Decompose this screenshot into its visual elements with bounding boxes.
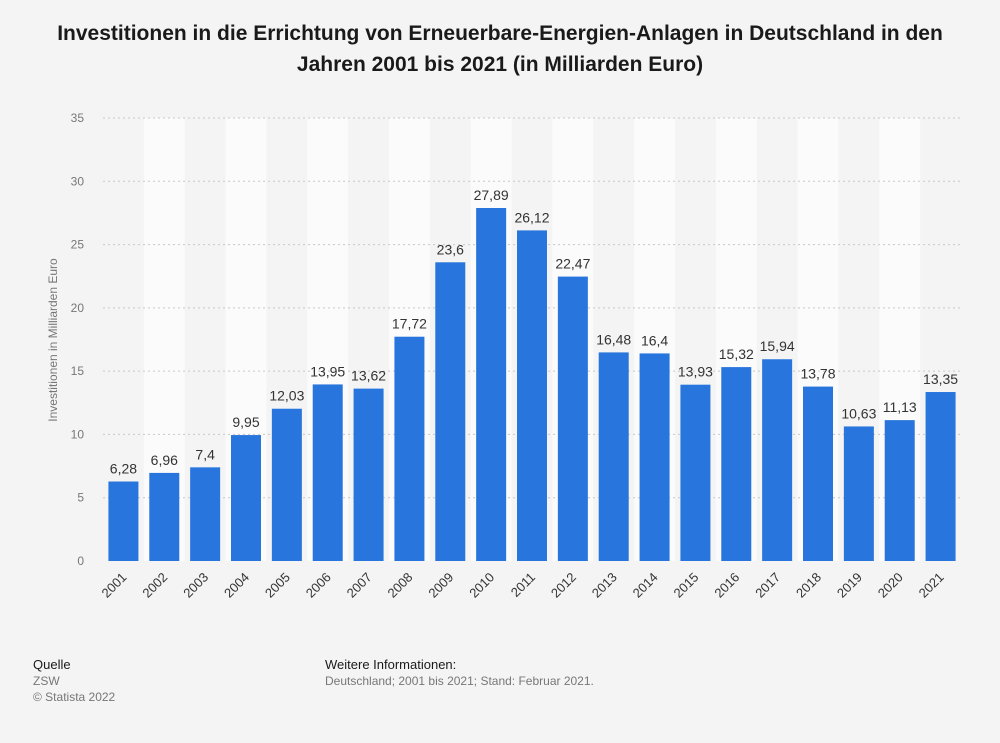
bar[interactable] xyxy=(312,384,343,561)
bar[interactable] xyxy=(843,426,874,561)
x-tick-label: 2003 xyxy=(180,570,211,601)
source-block: Quelle ZSW © Statista 2022 xyxy=(33,657,115,705)
y-tick-label: 30 xyxy=(71,174,85,188)
x-tick-label: 2018 xyxy=(793,570,824,601)
info-heading: Weitere Informationen: xyxy=(325,657,457,672)
data-label: 13,35 xyxy=(923,371,958,387)
data-label: 10,63 xyxy=(841,405,876,421)
bar[interactable] xyxy=(762,359,793,561)
y-tick-labels: 0 5 10 15 20 25 30 35 xyxy=(71,111,85,568)
x-tick-label: 2004 xyxy=(221,570,252,601)
data-label: 16,4 xyxy=(641,332,668,348)
data-label: 9,95 xyxy=(232,414,259,430)
y-axis-label: Investitionen in Milliarden Euro xyxy=(46,258,60,422)
bar[interactable] xyxy=(639,353,670,561)
x-tick-label: 2002 xyxy=(139,570,170,601)
bar[interactable] xyxy=(476,207,507,561)
data-label: 6,28 xyxy=(110,461,137,477)
data-label: 12,03 xyxy=(269,388,304,404)
y-tick-label: 10 xyxy=(71,427,85,441)
y-tick-label: 25 xyxy=(71,238,85,252)
bars xyxy=(108,207,956,561)
x-tick-label: 2011 xyxy=(508,570,538,600)
x-tick-label: 2014 xyxy=(630,570,661,601)
y-tick-label: 0 xyxy=(77,554,84,568)
data-label: 27,89 xyxy=(474,187,509,203)
bar[interactable] xyxy=(149,472,180,561)
copyright: © Statista 2022 xyxy=(33,690,116,704)
x-tick-label: 2012 xyxy=(548,570,579,601)
bar[interactable] xyxy=(190,467,221,561)
data-label: 16,48 xyxy=(596,331,631,347)
bar-chart: 0 5 10 15 20 25 30 35 6,28 6,96 7,4 9,95 12,03 13,95… xyxy=(46,111,961,601)
info-text: Deutschland; 2001 bis 2021; Stand: Febru… xyxy=(325,674,594,688)
x-tick-label: 2017 xyxy=(752,570,783,601)
bar[interactable] xyxy=(721,367,752,561)
x-tick-label: 2008 xyxy=(384,570,415,601)
y-tick-label: 5 xyxy=(77,491,84,505)
x-tick-label: 2009 xyxy=(425,570,456,601)
data-label: 13,93 xyxy=(678,364,713,380)
x-tick-label: 2015 xyxy=(670,570,701,601)
data-label: 13,95 xyxy=(310,363,345,379)
bar[interactable] xyxy=(680,384,711,561)
data-label: 26,12 xyxy=(514,209,549,225)
data-label: 7,4 xyxy=(195,446,215,462)
data-label: 13,62 xyxy=(351,368,386,384)
chart-title: Investitionen in die Errichtung von Erne… xyxy=(57,22,943,76)
data-label: 23,6 xyxy=(437,241,464,257)
bar[interactable] xyxy=(598,352,629,561)
x-tick-label: 2021 xyxy=(916,570,947,601)
data-label: 11,13 xyxy=(883,399,917,415)
bar[interactable] xyxy=(271,408,302,561)
bar[interactable] xyxy=(517,230,547,561)
x-tick-labels: 2001 2002 2003 2004 2005 2006 2007 2008 2009 2010… xyxy=(98,570,946,601)
y-tick-label: 35 xyxy=(71,111,85,125)
x-tick-label: 2007 xyxy=(344,570,375,601)
data-label: 6,96 xyxy=(151,452,178,468)
x-tick-label: 2013 xyxy=(589,570,620,601)
source-heading: Quelle xyxy=(33,657,71,672)
bar[interactable] xyxy=(557,276,588,561)
x-tick-label: 2001 xyxy=(98,570,129,601)
y-tick-label: 20 xyxy=(71,301,85,315)
info-block: Weitere Informationen: Deutschland; 2001… xyxy=(325,657,594,689)
source-name: ZSW xyxy=(33,674,60,688)
x-tick-label: 2020 xyxy=(875,570,906,601)
bar[interactable] xyxy=(803,386,833,561)
data-label: 13,78 xyxy=(800,366,835,382)
data-label: 15,32 xyxy=(719,346,754,362)
x-tick-label: 2019 xyxy=(834,570,865,601)
x-tick-label: 2006 xyxy=(303,570,334,601)
bar[interactable] xyxy=(884,420,915,561)
data-label: 15,94 xyxy=(760,338,795,354)
x-tick-label: 2016 xyxy=(711,570,742,601)
bar[interactable] xyxy=(353,388,384,561)
data-label: 22,47 xyxy=(555,256,590,272)
bar[interactable] xyxy=(394,336,425,561)
y-tick-label: 15 xyxy=(71,364,85,378)
bar[interactable] xyxy=(435,262,466,561)
bar[interactable] xyxy=(108,481,139,561)
x-tick-label: 2005 xyxy=(262,570,293,601)
bar[interactable] xyxy=(925,392,956,561)
value-labels: 6,28 6,96 7,4 9,95 12,03 13,95 13,62 17,72 23,6 2… xyxy=(110,187,958,477)
bar[interactable] xyxy=(231,435,261,561)
data-label: 17,72 xyxy=(392,316,427,332)
x-tick-label: 2010 xyxy=(466,570,497,601)
